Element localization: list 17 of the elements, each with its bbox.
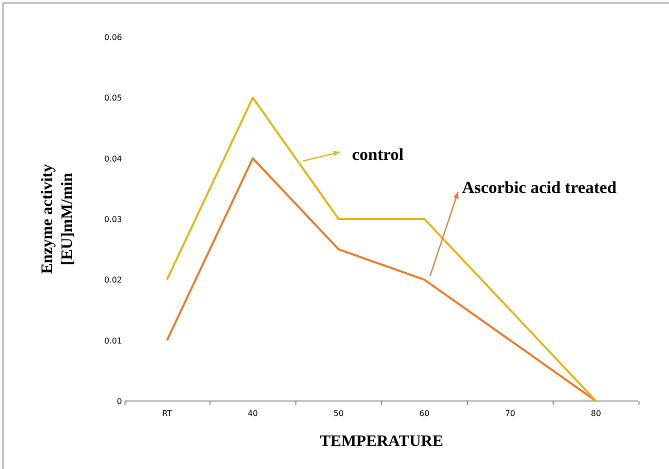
y-tick-label: 0.03 — [104, 215, 122, 224]
x-tick-label: 40 — [248, 409, 258, 418]
x-tick-label: 80 — [590, 409, 602, 418]
legend-label: control — [352, 145, 404, 164]
x-tick-label: RT — [162, 409, 172, 418]
x-tick-label: 60 — [419, 409, 430, 418]
legend-label: Ascorbic acid treated — [462, 178, 618, 197]
x-tick-label: 50 — [334, 409, 344, 418]
y-axis-title: Enzyme activity [EU]mM/min — [39, 164, 76, 274]
x-tick-label: 70 — [505, 409, 516, 418]
x-axis-title: TEMPERATURE — [320, 433, 444, 450]
y-tick-label: 0.01 — [104, 336, 122, 346]
y-tick-label: 0.04 — [104, 154, 122, 164]
y-tick-label: 0 — [116, 397, 122, 406]
y-tick-label: 0.06 — [104, 33, 122, 42]
y-tick-label: 0.02 — [104, 276, 122, 285]
y-tick-label: 0.05 — [104, 94, 122, 103]
